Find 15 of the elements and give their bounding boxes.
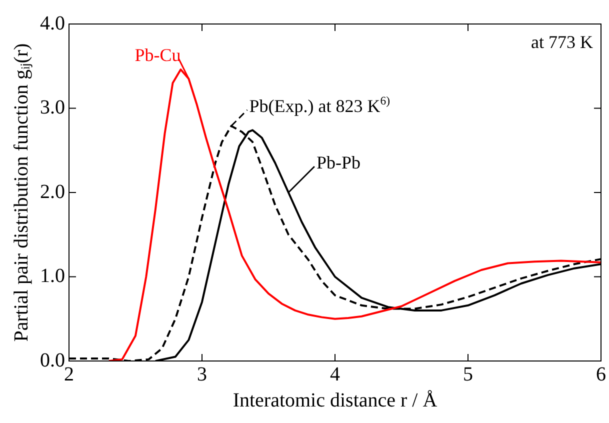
series-label: Pb-Pb bbox=[316, 152, 360, 172]
x-tick-label: 5 bbox=[463, 363, 473, 386]
x-axis-title: Interatomic distance r / Å bbox=[232, 389, 438, 412]
y-tick-label: 1.0 bbox=[40, 265, 65, 287]
x-tick-label: 2 bbox=[64, 363, 74, 386]
series-label: Pb-Cu bbox=[134, 44, 181, 65]
x-tick-label: 6 bbox=[596, 363, 606, 386]
y-tick-label: 4.0 bbox=[40, 12, 65, 34]
y-axis-title: Partial pair distribution function gᵢⱼ(r) bbox=[10, 43, 32, 342]
y-tick-label: 2.0 bbox=[40, 180, 65, 203]
x-tick-label: 3 bbox=[197, 363, 207, 386]
y-tick-label: 0.0 bbox=[40, 349, 65, 372]
annotation: at 773 K bbox=[531, 32, 593, 52]
x-tick-label: 4 bbox=[330, 363, 340, 386]
y-tick-label: 3.0 bbox=[40, 96, 65, 118]
